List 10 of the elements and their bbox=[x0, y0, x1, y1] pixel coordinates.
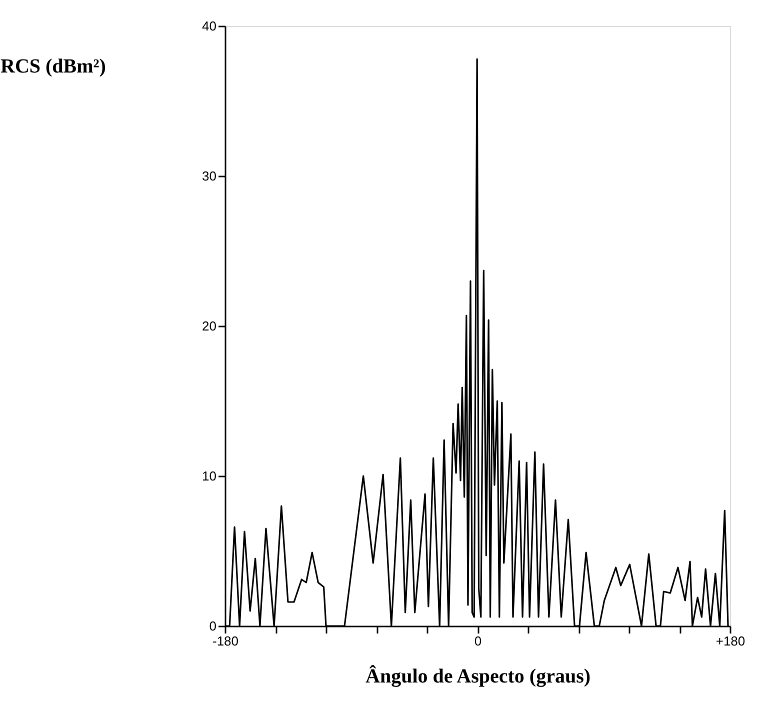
y-tick-label: 10 bbox=[202, 468, 216, 484]
x-axis-title: Ângulo de Aspecto (graus) bbox=[365, 664, 591, 688]
x-tick-label: 0 bbox=[474, 634, 482, 648]
x-tick-label: -180 bbox=[212, 634, 239, 648]
x-tick-label: +180 bbox=[716, 634, 746, 648]
y-tick-label: 30 bbox=[202, 168, 216, 184]
y-tick-label: 0 bbox=[209, 618, 216, 634]
y-tick-label: 20 bbox=[202, 318, 216, 334]
y-axis-title: RCS (dBm²) bbox=[0, 56, 106, 78]
y-tick-label: 40 bbox=[202, 18, 216, 34]
